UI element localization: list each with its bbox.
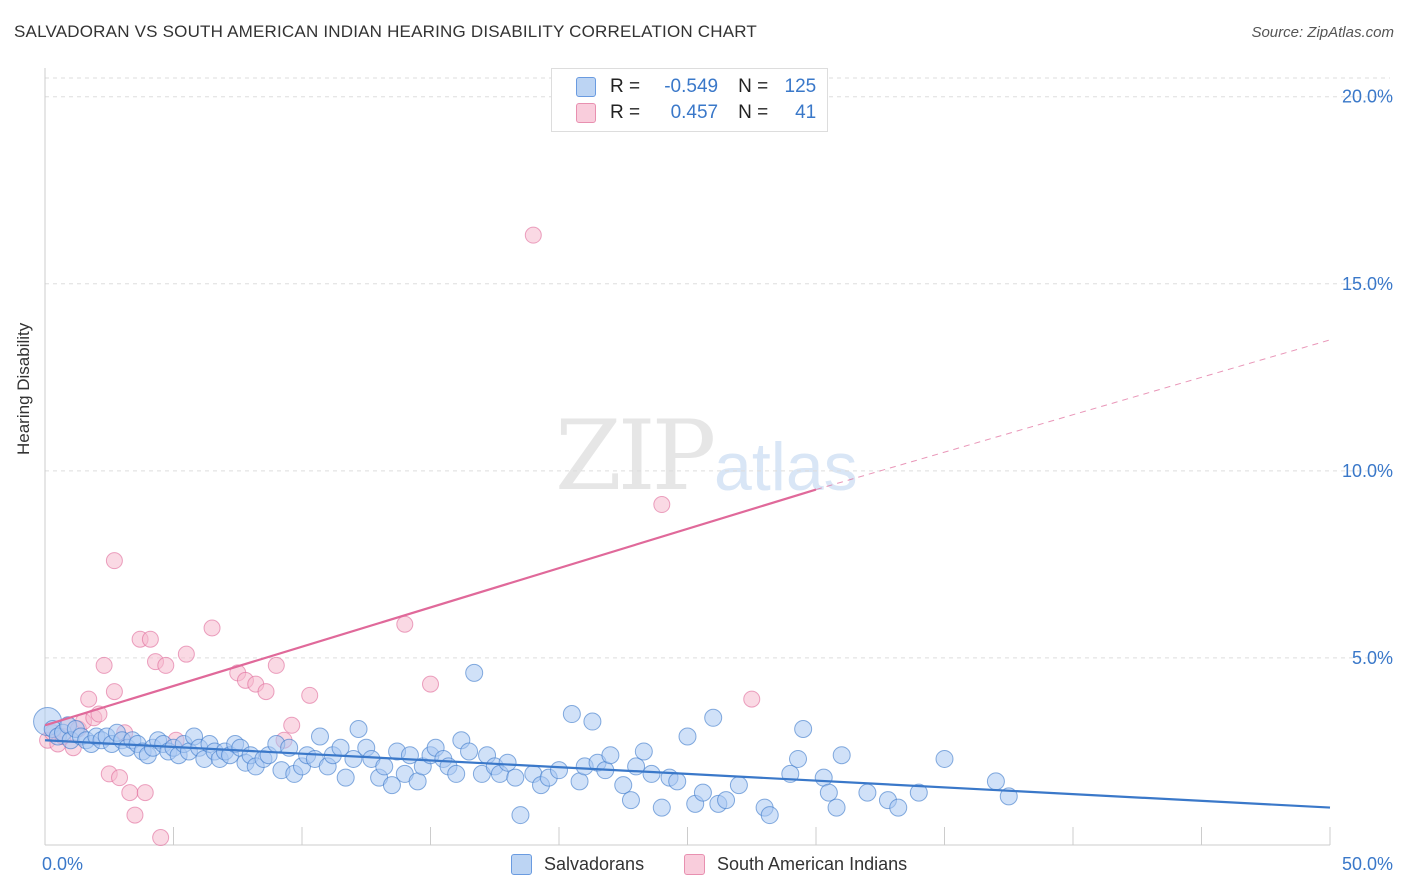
point-salvadoran [858,783,877,802]
point-salvadoran [819,783,838,802]
point-salvadoran [827,798,846,817]
trendline-south-american-indians [44,488,817,727]
point-salvadoran [465,663,484,682]
bottom-legend-label: South American Indians [717,853,908,874]
point-salvadoran [562,705,581,724]
point-salvadoran [511,806,530,825]
point-south-american-indian [283,716,301,734]
legend-r-value: 0.457 [670,102,719,123]
point-south-american-indian [152,829,170,847]
point-salvadoran [621,791,640,810]
point-salvadoran [814,768,833,787]
point-salvadoran [583,712,602,731]
point-salvadoran [789,749,808,768]
point-south-american-indian [111,769,129,787]
point-salvadoran [349,720,368,739]
point-salvadoran [460,742,479,761]
point-salvadoran [498,753,517,772]
point-salvadoran [408,772,427,791]
watermark-zip: ZIP [555,400,716,512]
point-south-american-indian [177,645,195,663]
point-south-american-indian [743,690,761,708]
point-salvadoran [729,776,748,795]
x-tick-label-left: 0.0% [42,854,83,874]
bottom-legend-salvadorans: Salvadorans [511,852,644,876]
point-south-american-indian [301,686,319,704]
point-salvadoran [614,776,633,795]
legend-r-label: R = [610,102,641,123]
point-south-american-indian [80,690,98,708]
point-salvadoran [550,761,568,780]
point-south-american-indian [121,784,139,802]
point-salvadoran [652,798,671,817]
point-salvadoran [634,742,653,761]
point-salvadoran [935,749,954,768]
source-label: Source: ZipAtlas.com [1251,24,1394,41]
legend-row-salvadorans: R = -0.549 N = 125 [576,75,816,99]
point-salvadoran [668,772,687,791]
bottom-legend-swatch-blue [511,853,532,875]
point-south-american-indian [157,656,175,674]
point-salvadoran [986,772,1005,791]
legend-swatch-pink [576,103,596,123]
point-salvadoran [375,757,394,776]
y-axis-label: Hearing Disability [14,322,33,455]
point-south-american-indian [95,656,113,674]
legend-n-value: 41 [795,102,817,123]
point-south-american-indian [257,683,275,701]
point-south-american-indian [422,675,439,693]
watermark-atlas: atlas [714,429,858,505]
y-tick-label: 10.0% [1342,461,1393,481]
point-south-american-indian [105,683,123,701]
point-salvadoran [717,791,736,810]
point-salvadoran [889,798,908,817]
point-salvadoran [832,746,851,765]
legend-r-value: -0.549 [664,76,719,97]
point-salvadoran [704,708,723,727]
point-south-american-indian [524,226,542,244]
point-salvadoran [760,806,779,825]
legend-r-label: R = [610,76,641,97]
correlation-legend: R = -0.549 N = 125 R = 0.457 N = 41 [551,68,828,132]
point-salvadoran [693,783,712,802]
trendline-extension-south-american-indians [815,339,1331,491]
trendline-salvadorans [44,739,1331,809]
point-south-american-indian [203,619,221,637]
point-salvadoran [570,772,589,791]
bottom-legend-south-american-indians: South American Indians [684,852,907,876]
legend-n-label: N = [738,102,769,123]
point-salvadoran [336,768,355,787]
y-tick-label: 15.0% [1342,274,1393,294]
point-south-american-indian [141,630,159,648]
point-south-american-indian [396,615,414,633]
point-salvadoran [909,783,928,802]
point-south-american-indian [653,496,671,514]
bottom-legend-label: Salvadorans [544,853,645,874]
point-south-american-indian [267,656,285,674]
point-south-american-indian [136,784,154,802]
point-salvadoran [999,787,1018,806]
y-tick-label: 20.0% [1342,87,1393,107]
point-salvadoran [506,768,525,787]
point-salvadoran [601,746,620,765]
legend-n-label: N = [738,76,769,97]
point-salvadoran [447,764,466,783]
point-salvadoran [382,776,401,795]
point-salvadoran [642,764,661,783]
x-tick-label-right: 50.0% [1342,854,1393,874]
point-salvadoran [344,749,363,768]
bottom-legend-swatch-pink [684,853,705,875]
legend-swatch-blue [576,77,596,97]
point-salvadoran [310,727,329,746]
legend-row-south-american-indians: R = 0.457 N = 41 [576,101,816,125]
point-salvadoran [794,720,813,739]
point-salvadoran [678,727,697,746]
chart-title: SALVADORAN VS SOUTH AMERICAN INDIAN HEAR… [14,22,758,41]
point-south-american-indian [105,552,123,570]
point-south-american-indian [126,806,144,824]
legend-n-value: 125 [784,76,817,97]
y-tick-label: 5.0% [1352,648,1393,668]
